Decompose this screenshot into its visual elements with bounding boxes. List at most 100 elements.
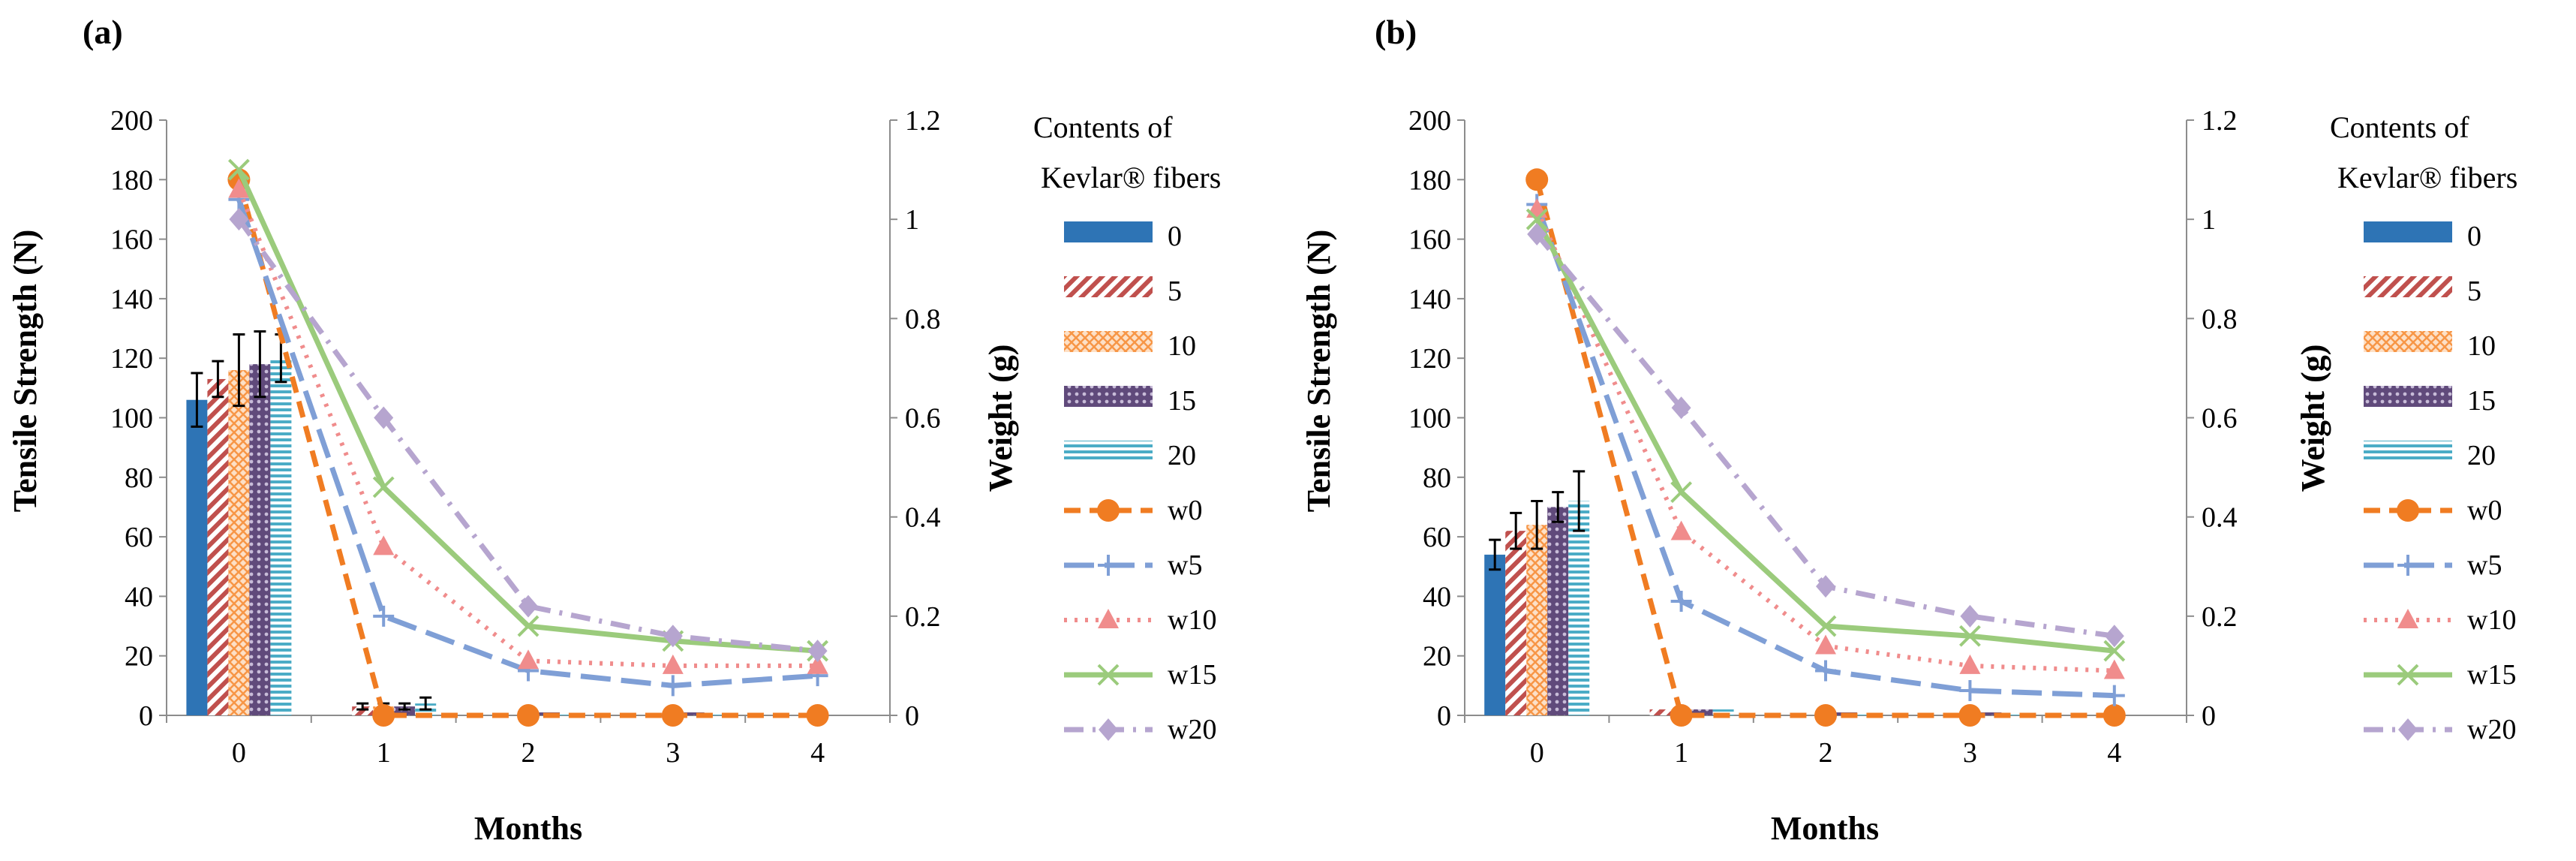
left-tick-label: 120 bbox=[110, 343, 153, 375]
left-tick-label: 40 bbox=[1423, 581, 1451, 613]
bar-0-month-0 bbox=[186, 399, 208, 715]
legend-marker-w0 bbox=[1097, 499, 1120, 522]
error-bar-20-month-1 bbox=[419, 696, 432, 711]
point-w10-month-4 bbox=[2103, 659, 2125, 679]
left-tick-label: 60 bbox=[125, 522, 153, 553]
panel-a-ylabel-left: Tensile Strength (N) bbox=[7, 230, 44, 512]
point-w20-month-0 bbox=[229, 208, 249, 231]
point-w10-month-4 bbox=[807, 654, 828, 674]
point-w0-month-4 bbox=[806, 704, 829, 727]
left-tick-label: 0 bbox=[139, 700, 153, 732]
legend-marker-w15 bbox=[1097, 664, 1120, 686]
right-tick-label: 0.2 bbox=[2202, 601, 2238, 633]
point-w10-month-1 bbox=[373, 535, 395, 555]
error-bar-5-month-0 bbox=[212, 360, 224, 399]
left-tick-label: 140 bbox=[1408, 284, 1451, 315]
legend-label-w10: w10 bbox=[1168, 604, 1216, 636]
legend-label-w0: w0 bbox=[1168, 495, 1202, 526]
left-tick-label: 200 bbox=[110, 105, 153, 137]
legend-label-bar-10: 10 bbox=[1168, 330, 1196, 362]
bar-20-month-0 bbox=[270, 358, 292, 715]
point-w20-month-3 bbox=[663, 625, 683, 648]
bar-10-month-0 bbox=[228, 370, 250, 715]
panel-a-legend-title-line2: Kevlar® fibers bbox=[1041, 161, 1221, 194]
legend-label-w10: w10 bbox=[2467, 604, 2516, 636]
panel-b-ylabel-right: Weight (g) bbox=[2295, 345, 2331, 492]
line-w20 bbox=[236, 218, 818, 654]
x-tick-label: 1 bbox=[377, 737, 391, 769]
point-w5-month-2 bbox=[1815, 660, 1836, 682]
legend-label-w15: w15 bbox=[1168, 659, 1216, 691]
line-w15 bbox=[236, 168, 818, 654]
point-w15-month-4 bbox=[2103, 640, 2126, 662]
error-bar-15-month-0 bbox=[1552, 491, 1565, 523]
right-tick-label: 0 bbox=[905, 700, 919, 732]
legend-marker-w5 bbox=[1098, 555, 1119, 576]
point-w5-month-1 bbox=[373, 605, 395, 627]
point-w0-month-4 bbox=[2103, 704, 2126, 727]
left-tick-label: 140 bbox=[110, 284, 153, 315]
right-tick-label: 1.2 bbox=[2202, 105, 2238, 137]
panel-a-ylabel-right: Weight (g) bbox=[982, 345, 1019, 492]
legend-label-w5: w5 bbox=[1168, 549, 1202, 581]
legend-marker-w10 bbox=[1098, 609, 1119, 628]
left-tick-label: 180 bbox=[110, 164, 153, 196]
point-w0-month-1 bbox=[372, 704, 395, 727]
bar-15-month-0 bbox=[249, 364, 271, 715]
legend-swatch-bar-10 bbox=[2364, 331, 2452, 352]
legend-swatch-bar-0 bbox=[2364, 221, 2452, 242]
error-bar-5-month-1 bbox=[356, 702, 369, 711]
right-tick-label: 0 bbox=[2202, 700, 2216, 732]
bar-10-month-0 bbox=[1526, 525, 1548, 715]
legend-label-bar-20: 20 bbox=[1168, 440, 1196, 471]
right-tick-label: 1 bbox=[2202, 204, 2216, 236]
left-tick-label: 80 bbox=[125, 462, 153, 494]
legend-label-w20: w20 bbox=[2467, 714, 2516, 745]
x-tick-label: 3 bbox=[666, 737, 680, 769]
x-tick-label: 2 bbox=[522, 737, 536, 769]
left-tick-label: 40 bbox=[125, 581, 153, 613]
legend-label-w0: w0 bbox=[2467, 495, 2502, 526]
bar-20-month-1 bbox=[1712, 709, 1734, 715]
legend-label-w15: w15 bbox=[2467, 659, 2516, 691]
legend-label-bar-0: 0 bbox=[2467, 221, 2481, 252]
legend-marker-w20 bbox=[2398, 718, 2418, 741]
point-w15-month-2 bbox=[1814, 615, 1837, 637]
legend-swatch-bar-20 bbox=[2364, 441, 2452, 462]
point-w10-month-3 bbox=[662, 654, 684, 674]
left-tick-label: 20 bbox=[125, 641, 153, 673]
point-w20-month-1 bbox=[374, 406, 394, 429]
right-tick-label: 0.4 bbox=[905, 502, 941, 534]
point-w0-month-3 bbox=[1958, 704, 1982, 727]
panel-b-label: (b) bbox=[1375, 13, 1417, 51]
left-tick-label: 160 bbox=[110, 224, 153, 256]
left-tick-label: 80 bbox=[1423, 462, 1451, 494]
x-tick-label: 2 bbox=[1819, 737, 1833, 769]
point-w10-month-1 bbox=[1670, 520, 1692, 540]
x-tick-label: 0 bbox=[232, 737, 246, 769]
line-w10 bbox=[236, 188, 818, 668]
error-bar-15-month-0 bbox=[254, 330, 266, 399]
point-w15-month-3 bbox=[1958, 625, 1981, 647]
legend-marker-w20 bbox=[1099, 718, 1118, 741]
error-bar-10-month-0 bbox=[233, 333, 245, 408]
legend-marker-w10 bbox=[2397, 609, 2418, 628]
point-w20-month-0 bbox=[1527, 222, 1547, 245]
panel-a-xlabel: Months bbox=[474, 810, 582, 847]
error-bar-0-month-0 bbox=[191, 372, 203, 428]
point-w20-month-4 bbox=[2104, 625, 2124, 648]
point-w15-month-0 bbox=[227, 158, 250, 181]
panel-a-label: (a) bbox=[83, 13, 123, 51]
legend-swatch-bar-20 bbox=[1064, 441, 1153, 462]
panel-b-legend-title-line1: Contents of bbox=[2330, 110, 2469, 144]
legend-marker-w15 bbox=[2397, 664, 2419, 686]
bar-5-month-0 bbox=[1505, 531, 1527, 715]
panel-b-xlabel: Months bbox=[1771, 810, 1879, 847]
point-w20-month-4 bbox=[807, 640, 828, 663]
panel-a-plot: 02040608010012014016018020000.20.40.60.8… bbox=[110, 105, 941, 769]
error-bar-20-month-0 bbox=[1573, 470, 1586, 532]
right-tick-label: 0.2 bbox=[905, 601, 941, 633]
legend-swatch-bar-10 bbox=[1064, 331, 1153, 352]
bar-0-month-0 bbox=[1484, 554, 1506, 715]
right-tick-label: 0.4 bbox=[2202, 502, 2238, 534]
